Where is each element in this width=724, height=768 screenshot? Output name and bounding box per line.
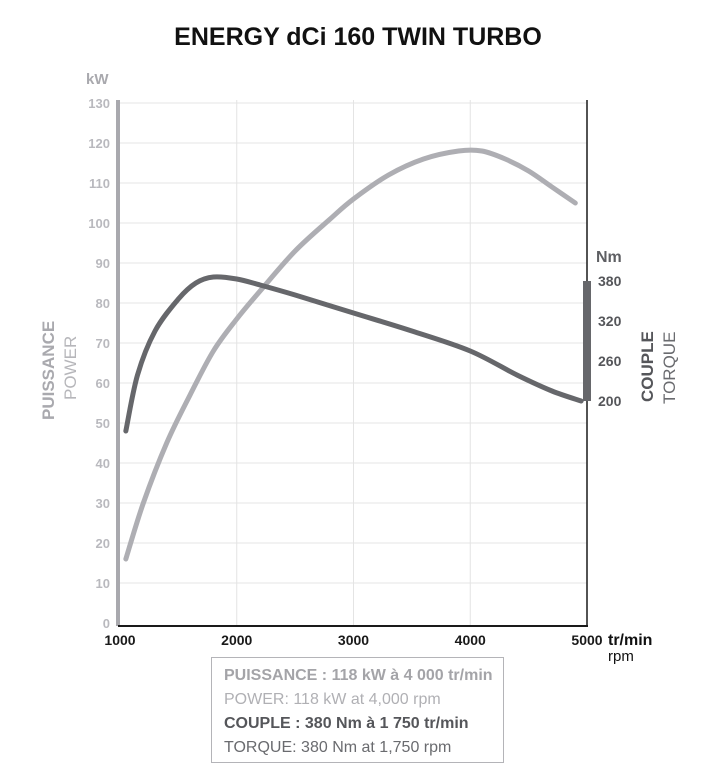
x-tick-label: 5000 [571,632,602,648]
torque-label-en: TORQUE [660,332,679,404]
power-summary-fr: PUISSANCE : 118 kW à 4 000 tr/min [224,667,493,684]
left-side-labels: PUISSANCE [39,321,58,420]
left-tick-label: 60 [96,376,110,391]
right-axis-ticks: 200 260 320 380 [598,273,622,409]
torque-label-fr: COUPLE [638,331,657,402]
torque-summary-en: TORQUE: 380 Nm at 1,750 rpm [224,739,452,756]
left-tick-label: 20 [96,536,110,551]
right-axis-unit: Nm [596,249,622,266]
grid [120,100,587,626]
left-axis-unit: kW [86,71,109,88]
left-tick-label: 100 [88,216,110,231]
left-tick-label: 0 [103,616,110,631]
left-tick-label: 70 [96,336,110,351]
right-side-labels: COUPLE [638,331,657,402]
power-curve [123,147,578,562]
left-tick-label: 110 [89,176,110,191]
x-axis-unit-fr: tr/min [608,632,652,649]
left-side-labels-en: POWER [61,336,80,400]
left-tick-label: 120 [88,136,110,151]
left-axis-ticks: 0 10 20 30 40 50 60 70 80 90 100 110 120 130 [88,96,110,631]
x-tick-label: 1000 [104,632,135,648]
chart-title: ENERGY dCi 160 TWIN TURBO [174,23,542,51]
torque-curve [123,274,584,434]
power-label-en: POWER [61,336,80,400]
x-tick-label: 3000 [338,632,369,648]
x-axis-ticks: 1000 2000 3000 4000 5000 [104,632,602,648]
left-tick-label: 90 [96,256,110,271]
right-axis-bar [583,281,591,401]
left-axis-bar [116,100,120,626]
x-tick-label: 4000 [455,632,486,648]
left-tick-label: 10 [96,576,110,591]
spec-summary-box: PUISSANCE : 118 kW à 4 000 tr/min POWER:… [211,657,504,763]
left-tick-label: 80 [96,296,110,311]
right-side-labels-en: TORQUE [660,332,679,404]
torque-summary-fr: COUPLE : 380 Nm à 1 750 tr/min [224,715,469,732]
right-tick-label: 320 [598,313,622,329]
left-tick-label: 130 [88,96,110,111]
left-tick-label: 30 [96,496,110,511]
right-tick-label: 380 [598,273,622,289]
power-summary-en: POWER: 118 kW at 4,000 rpm [224,691,441,708]
right-tick-label: 260 [598,353,622,369]
series-group [123,147,584,562]
x-axis-unit-en: rpm [608,648,634,665]
x-tick-label: 2000 [221,632,252,648]
left-tick-label: 50 [96,416,110,431]
left-tick-label: 40 [96,456,110,471]
right-tick-label: 200 [598,393,622,409]
power-label-fr: PUISSANCE [39,321,58,420]
